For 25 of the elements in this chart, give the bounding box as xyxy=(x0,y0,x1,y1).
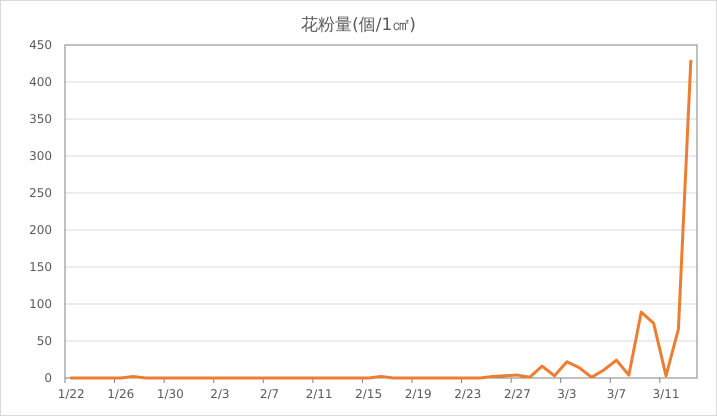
x-tick-label: 2/7 xyxy=(260,387,280,401)
y-tick-label: 250 xyxy=(29,186,52,200)
y-tick-label: 300 xyxy=(29,149,52,164)
x-tick-label: 2/11 xyxy=(306,387,333,401)
x-tick-label: 1/22 xyxy=(58,387,85,401)
x-tick-label: 3/11 xyxy=(652,387,680,401)
y-tick-label: 350 xyxy=(29,112,52,126)
x-tick-label: 2/23 xyxy=(454,387,482,401)
x-tick-label: 2/27 xyxy=(504,387,531,401)
x-tick-label: 2/3 xyxy=(210,387,230,401)
y-tick-label: 200 xyxy=(29,223,52,238)
y-tick-label: 50 xyxy=(36,334,52,348)
x-tick-label: 3/7 xyxy=(606,387,626,401)
y-tick-label: 0 xyxy=(44,371,52,386)
x-tick-label: 3/3 xyxy=(557,387,577,401)
line-series xyxy=(70,60,692,380)
y-tick-label: 150 xyxy=(29,260,52,274)
x-tick-label: 1/26 xyxy=(107,387,134,401)
y-tick-label: 100 xyxy=(29,297,52,312)
chart-title: 花粉量(個/1㎠) xyxy=(301,15,416,35)
x-tick-label: 2/19 xyxy=(404,387,432,401)
y-tick-label: 450 xyxy=(29,38,52,52)
x-tick-label: 1/30 xyxy=(156,387,184,401)
x-tick-label: 2/15 xyxy=(355,387,382,401)
y-tick-label: 400 xyxy=(29,75,52,90)
